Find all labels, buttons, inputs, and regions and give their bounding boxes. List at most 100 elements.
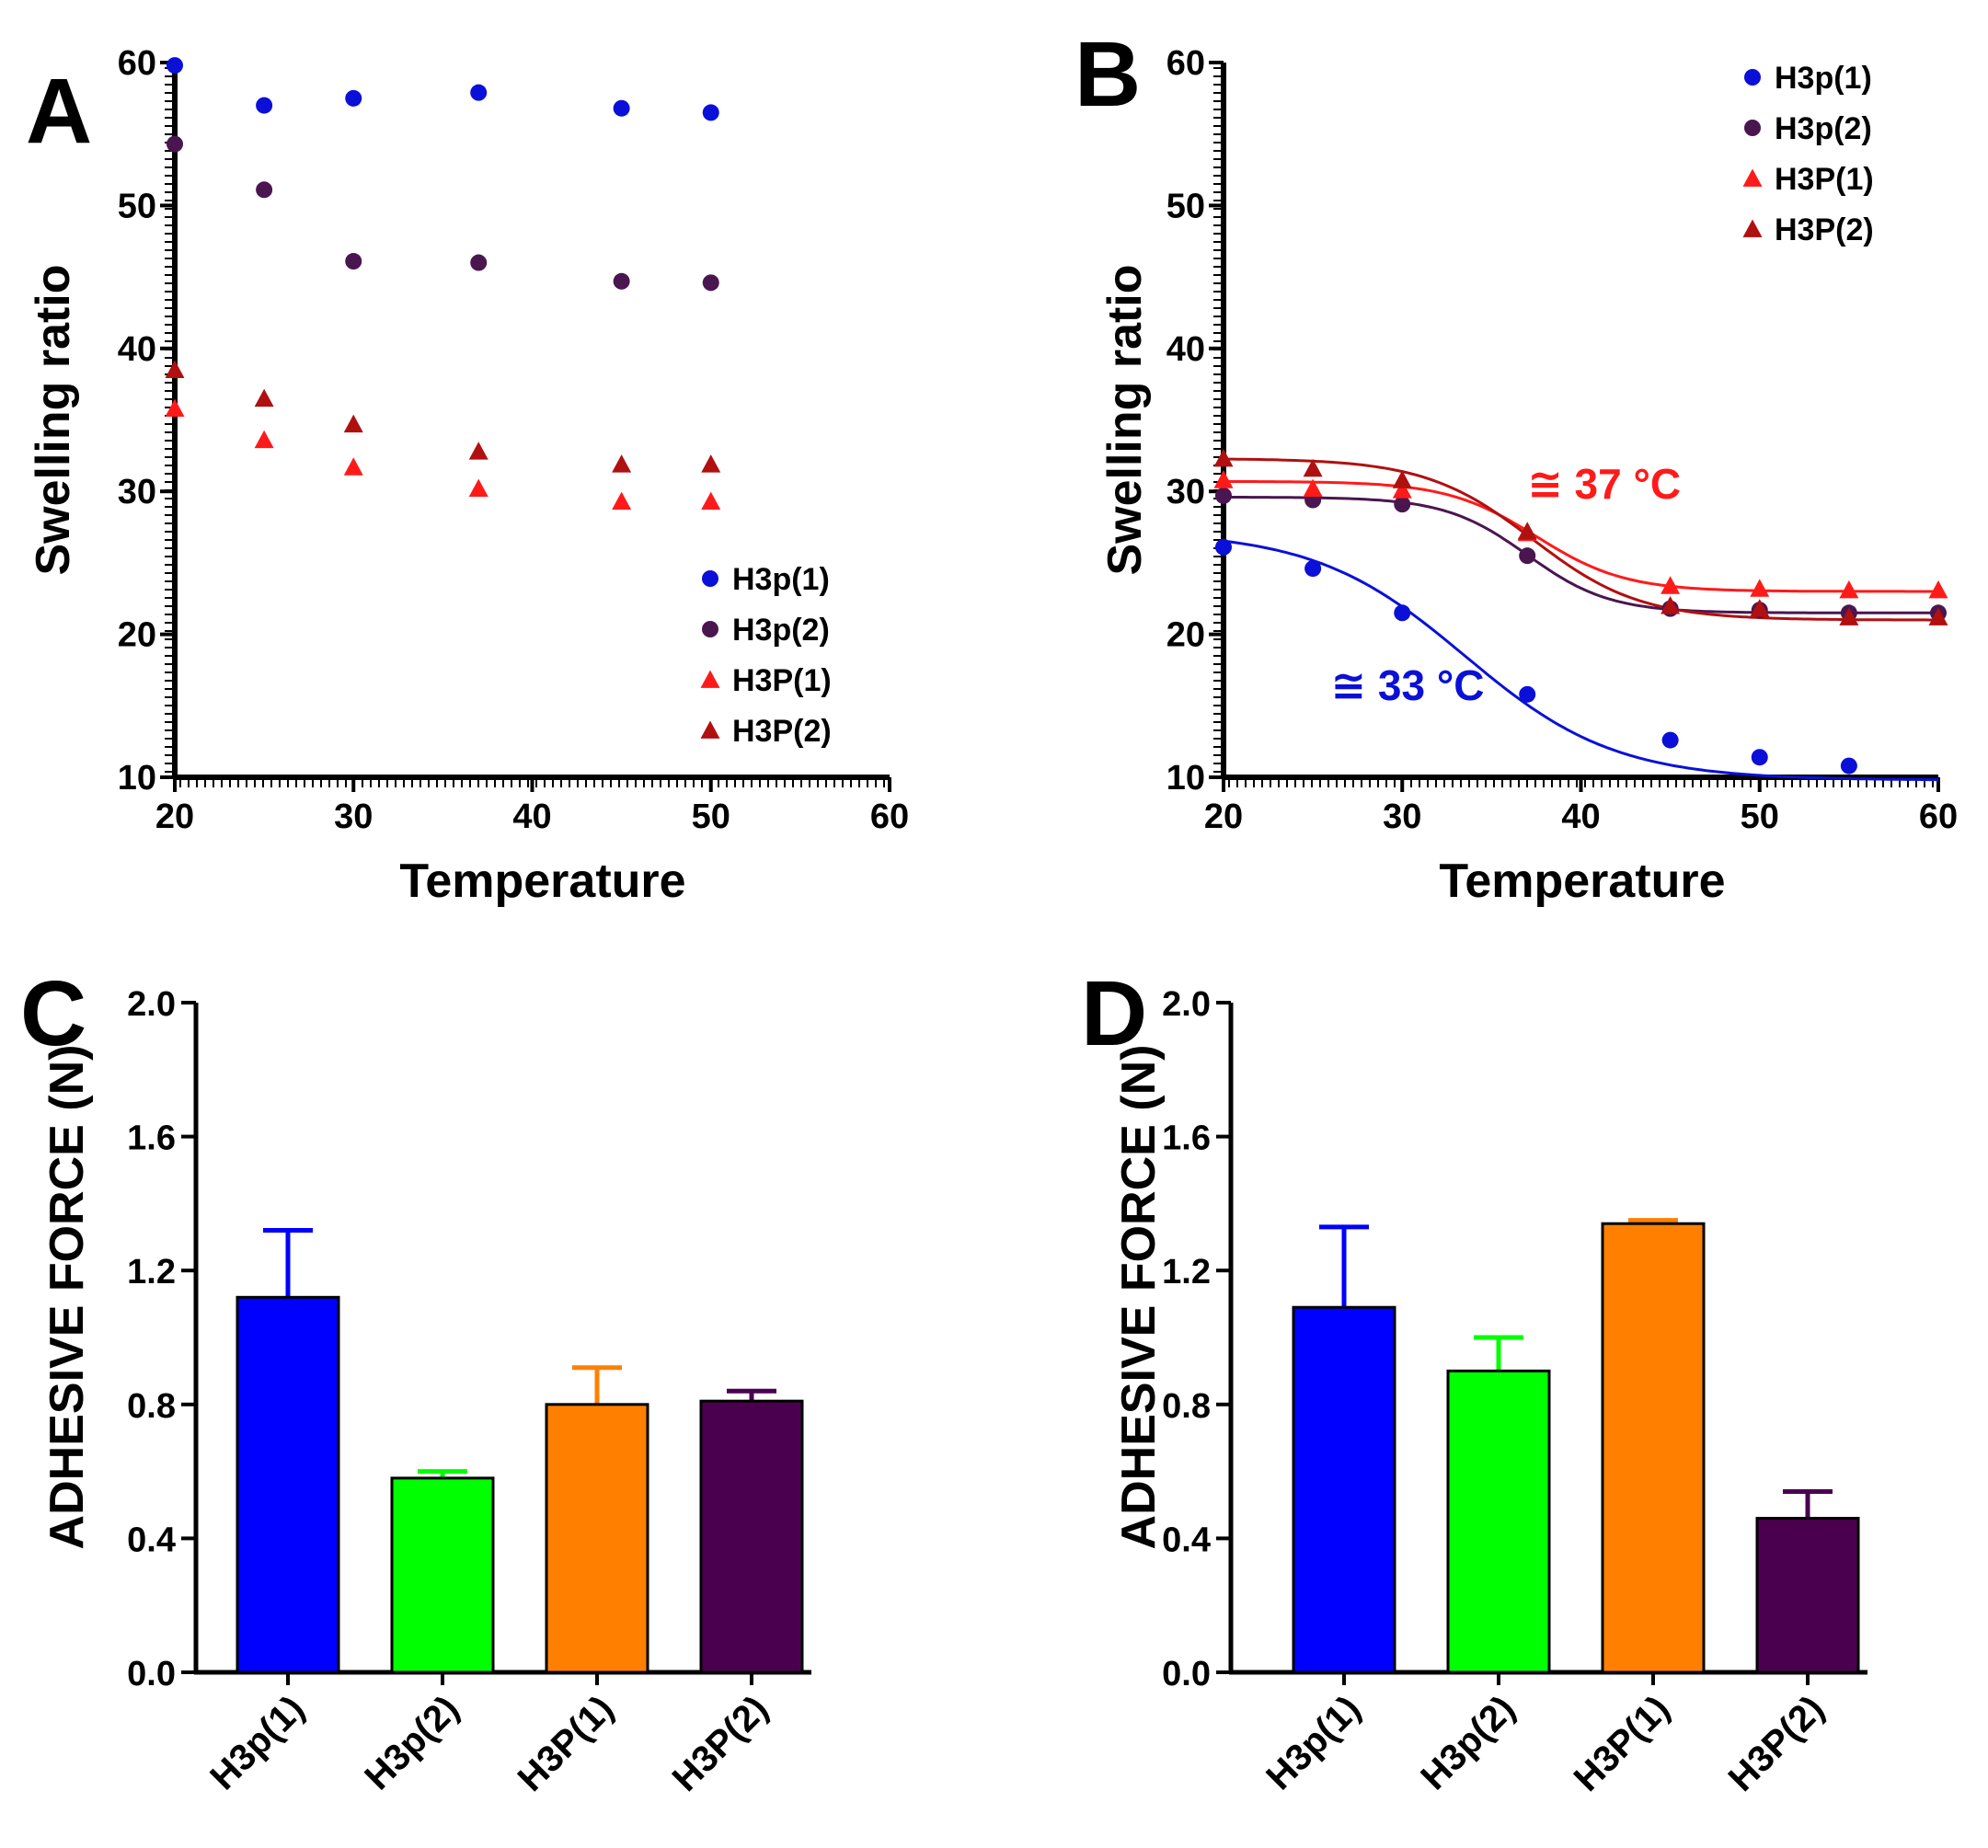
legend-marker xyxy=(1742,219,1763,237)
x-tick-label: 50 xyxy=(692,798,730,836)
data-point xyxy=(167,135,183,153)
x-tick-label: 20 xyxy=(1204,798,1243,836)
data-point xyxy=(1303,478,1323,498)
data-point xyxy=(1660,576,1681,594)
data-point xyxy=(701,491,721,511)
y-tick-label: 20 xyxy=(118,616,156,655)
data-point xyxy=(612,491,632,511)
y-tick-label: 20 xyxy=(1166,616,1205,655)
data-point xyxy=(167,57,183,75)
category-label: H3p(1) xyxy=(1258,1688,1368,1797)
data-point xyxy=(613,99,630,117)
y-tick-label: 50 xyxy=(1166,187,1205,225)
data-point xyxy=(1751,749,1768,766)
y-axis-title: ADHESIVE FORCE (N) xyxy=(40,1045,94,1550)
x-axis-title: Temperature xyxy=(1439,855,1725,908)
y-tick-label: 10 xyxy=(118,759,156,798)
panel-c: C 0.0 0.4 0.8 1.2 1.6 2.0 ADHESIVE FORCE (N) H3p… xyxy=(20,962,811,1799)
category-label: H3p(1) xyxy=(202,1688,312,1797)
legend: H3p(1) H3p(2) H3P(1) H3P(2) xyxy=(1742,61,1874,247)
annotation: ≅ 33 °C xyxy=(1331,661,1485,709)
data-point xyxy=(468,478,488,498)
legend-marker xyxy=(1744,69,1761,86)
data-point xyxy=(1394,604,1411,622)
category-label: H3P(1) xyxy=(511,1688,622,1799)
data-point xyxy=(343,414,363,433)
data-point xyxy=(1303,458,1323,477)
y-tick-label: 50 xyxy=(118,187,156,225)
legend-label: H3P(1) xyxy=(1775,162,1874,197)
legend-label: H3P(1) xyxy=(732,663,832,698)
data-point xyxy=(256,181,273,199)
data-point xyxy=(1750,599,1770,617)
category-label: H3p(2) xyxy=(357,1688,466,1797)
x-tick-label: 40 xyxy=(1561,798,1600,836)
data-point xyxy=(1839,607,1859,626)
y-tick-label: 30 xyxy=(118,473,156,511)
data-point xyxy=(702,104,719,121)
y-tick-label: 0.4 xyxy=(127,1521,176,1559)
panel-d: D 0.0 0.4 0.8 1.2 1.6 2.0 ADHESIVE FORCE (N) H3p… xyxy=(1081,962,1867,1799)
x-tick-label: 40 xyxy=(512,798,551,836)
data-point xyxy=(1215,538,1232,556)
y-tick-label: 2.0 xyxy=(1162,985,1211,1024)
legend-label: H3p(2) xyxy=(1775,111,1872,146)
legend-marker xyxy=(702,570,718,587)
y-tick-label: 0.8 xyxy=(127,1387,176,1426)
data-point xyxy=(1392,480,1412,499)
data-point xyxy=(1840,757,1857,775)
data-point xyxy=(345,89,362,107)
data-point xyxy=(1517,522,1537,540)
bar xyxy=(1292,1305,1396,1674)
y-axis-title: Swelling ratio xyxy=(27,264,80,575)
bar xyxy=(1755,1517,1860,1674)
data-point xyxy=(1661,731,1679,749)
annotation: ≅ 37 °C xyxy=(1527,460,1681,508)
legend-label: H3p(1) xyxy=(732,562,830,597)
data-point xyxy=(470,84,488,101)
y-tick-label: 2.0 xyxy=(127,985,176,1024)
legend-marker xyxy=(702,621,718,637)
fit-curve xyxy=(1224,479,1938,593)
x-tick-label: 30 xyxy=(1383,798,1421,836)
panel-label: C xyxy=(20,962,86,1065)
data-point xyxy=(256,97,273,114)
x-tick-label: 60 xyxy=(870,798,909,836)
panel-label: D xyxy=(1081,962,1147,1065)
data-point xyxy=(254,388,274,407)
legend-marker xyxy=(700,670,720,688)
bar xyxy=(236,1295,340,1674)
data-point xyxy=(1750,579,1770,597)
category-label: H3p(2) xyxy=(1413,1688,1523,1797)
panel-label: A xyxy=(26,60,92,163)
data-point xyxy=(1660,596,1681,614)
y-tick-label: 1.6 xyxy=(1162,1119,1211,1158)
data-point xyxy=(165,398,185,417)
x-tick-label: 60 xyxy=(1919,798,1958,836)
y-tick-label: 10 xyxy=(1166,759,1205,798)
y-tick-label: 0.0 xyxy=(127,1655,176,1693)
fit-curve xyxy=(1223,539,1938,782)
y-tick-label: 30 xyxy=(1166,473,1205,511)
x-tick-label: 20 xyxy=(155,798,194,836)
data-point xyxy=(1519,685,1536,703)
data-point xyxy=(1394,496,1411,513)
y-tick-label: 1.2 xyxy=(127,1253,176,1291)
data-point xyxy=(254,430,274,449)
x-axis-title: Temperature xyxy=(399,855,685,908)
legend-label: H3P(2) xyxy=(1775,212,1874,247)
x-tick-label: 50 xyxy=(1741,798,1779,836)
fit-curve xyxy=(1224,496,1938,614)
data-point xyxy=(1215,487,1232,504)
data-point xyxy=(1392,470,1412,488)
data-point xyxy=(612,454,632,473)
data-point xyxy=(1928,607,1948,626)
data-point xyxy=(1213,470,1234,488)
data-point xyxy=(1839,580,1859,599)
bar xyxy=(545,1403,649,1674)
legend-marker xyxy=(1744,120,1761,136)
y-tick-label: 0.0 xyxy=(1162,1655,1211,1693)
